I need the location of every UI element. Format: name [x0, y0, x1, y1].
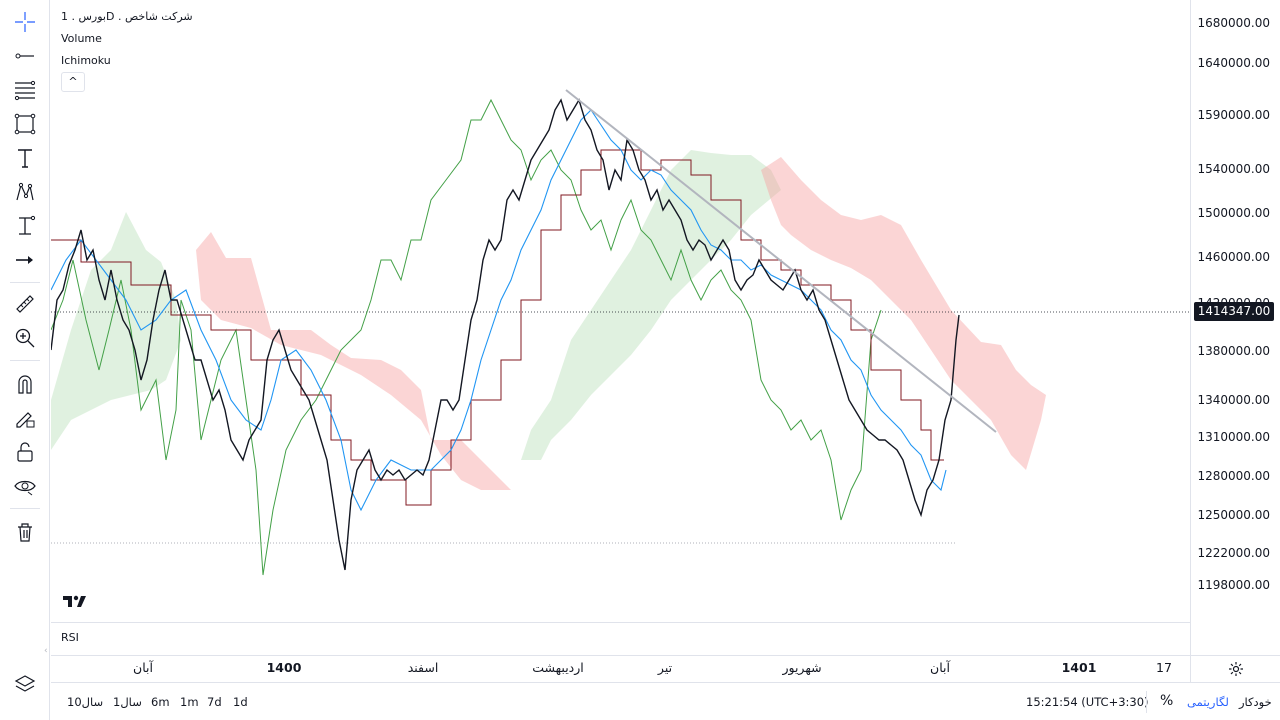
price-tick-label: 1280000.00 [1197, 469, 1270, 483]
cloud-bearish [761, 157, 1046, 470]
drawing-toolbar [0, 0, 50, 720]
bottom-toolbar: 10سال 1سال 6m 1m 7d 1d 15:21:54 (UTC+3:3… [51, 682, 1280, 720]
volume-indicator-label[interactable]: Volume [61, 32, 102, 45]
chart-settings-button[interactable] [1190, 655, 1280, 682]
pattern-icon[interactable] [9, 178, 41, 206]
price-tick-label: 1380000.00 [1197, 344, 1270, 358]
time-label: آبان [133, 660, 153, 675]
gear-icon [1228, 662, 1243, 676]
cloud-bullish [521, 150, 781, 460]
price-tick-label: 1540000.00 [1197, 162, 1270, 176]
price-tick-label: 1250000.00 [1197, 508, 1270, 522]
rectangle-icon[interactable] [9, 110, 41, 138]
price-tick-label: 1590000.00 [1197, 108, 1270, 122]
lock-icon[interactable] [9, 438, 41, 466]
divider [1146, 691, 1147, 713]
price-tick-label: 1500000.00 [1197, 206, 1270, 220]
ichimoku-chart [51, 89, 1190, 576]
range-1d-button[interactable]: 1d [233, 695, 248, 709]
conversion-line [51, 109, 947, 512]
price-tick-label: 1640000.00 [1197, 56, 1270, 70]
ichimoku-indicator-label[interactable]: Ichimoku [61, 54, 111, 67]
price-tick-label: 1198000.00 [1197, 578, 1270, 592]
base-line [51, 149, 944, 506]
time-axis[interactable]: آبان 1400 اسفند اردیبهشت تیر شهریور آبان… [51, 655, 1190, 682]
percent-scale-toggle[interactable]: % [1160, 693, 1174, 709]
price-tick-label: 1222000.00 [1197, 546, 1270, 560]
range-6m-button[interactable]: 6m [151, 695, 170, 709]
last-price-badge: 1414347.00 [1194, 302, 1274, 321]
chart-legend: بورس . 1D . شرکت شاخص Volume Ichimoku [61, 6, 193, 72]
measure-bar-icon[interactable] [9, 212, 41, 240]
legend-collapse-button[interactable]: ^ [61, 72, 85, 92]
fib-icon[interactable] [9, 76, 41, 104]
price-tick-label: 1680000.00 [1197, 16, 1270, 30]
price-line [51, 98, 960, 571]
cloud-bearish [196, 232, 511, 490]
user-trend-line [565, 89, 997, 433]
time-label: آبان [930, 660, 950, 675]
price-tick-label: 1460000.00 [1197, 250, 1270, 264]
range-10y-button[interactable]: 10سال [67, 695, 104, 709]
panel-resize-handle[interactable]: ‹ [44, 646, 48, 656]
layers-icon[interactable] [9, 670, 41, 698]
range-1m-button[interactable]: 1m [180, 695, 199, 709]
trash-icon[interactable] [9, 518, 41, 546]
time-label: اسفند [407, 660, 439, 675]
crosshair-icon[interactable] [9, 8, 41, 36]
zoom-in-icon[interactable] [9, 324, 41, 352]
ruler-icon[interactable] [9, 290, 41, 318]
arrow-icon[interactable] [9, 246, 41, 274]
rsi-indicator-label[interactable]: RSI [61, 631, 79, 644]
tradingview-logo[interactable] [61, 590, 89, 612]
auto-scale-toggle[interactable]: خودکار [1239, 695, 1272, 709]
time-label: 1401 [1061, 660, 1097, 675]
time-label: تیر [657, 660, 673, 675]
lagging-span-line [51, 98, 882, 576]
price-chart-pane[interactable] [51, 0, 1190, 622]
lock-draw-icon[interactable] [9, 404, 41, 432]
clock-timezone[interactable]: 15:21:54 (UTC+3:30) [1026, 695, 1149, 709]
price-tick-label: 1310000.00 [1197, 430, 1270, 444]
symbol-title[interactable]: بورس . 1D . شرکت شاخص [61, 10, 193, 23]
time-label: شهریور [782, 660, 822, 675]
time-label: اردیبهشت [532, 660, 584, 675]
eye-icon[interactable] [9, 472, 41, 500]
magnet-icon[interactable] [9, 370, 41, 398]
cloud-bullish [51, 212, 181, 450]
trend-line-icon[interactable] [9, 42, 41, 70]
price-axis[interactable]: 1680000.00 1640000.00 1590000.00 1540000.00… [1190, 0, 1280, 655]
price-tick-label: 1340000.00 [1197, 393, 1270, 407]
log-scale-toggle[interactable]: لگاریتمی [1187, 695, 1229, 709]
time-label: 1400 [266, 660, 302, 675]
range-1y-button[interactable]: 1سال [113, 695, 142, 709]
text-icon[interactable] [9, 144, 41, 172]
time-label: 17 [1156, 660, 1172, 675]
range-7d-button[interactable]: 7d [207, 695, 222, 709]
rsi-pane[interactable]: RSI [51, 622, 1190, 655]
